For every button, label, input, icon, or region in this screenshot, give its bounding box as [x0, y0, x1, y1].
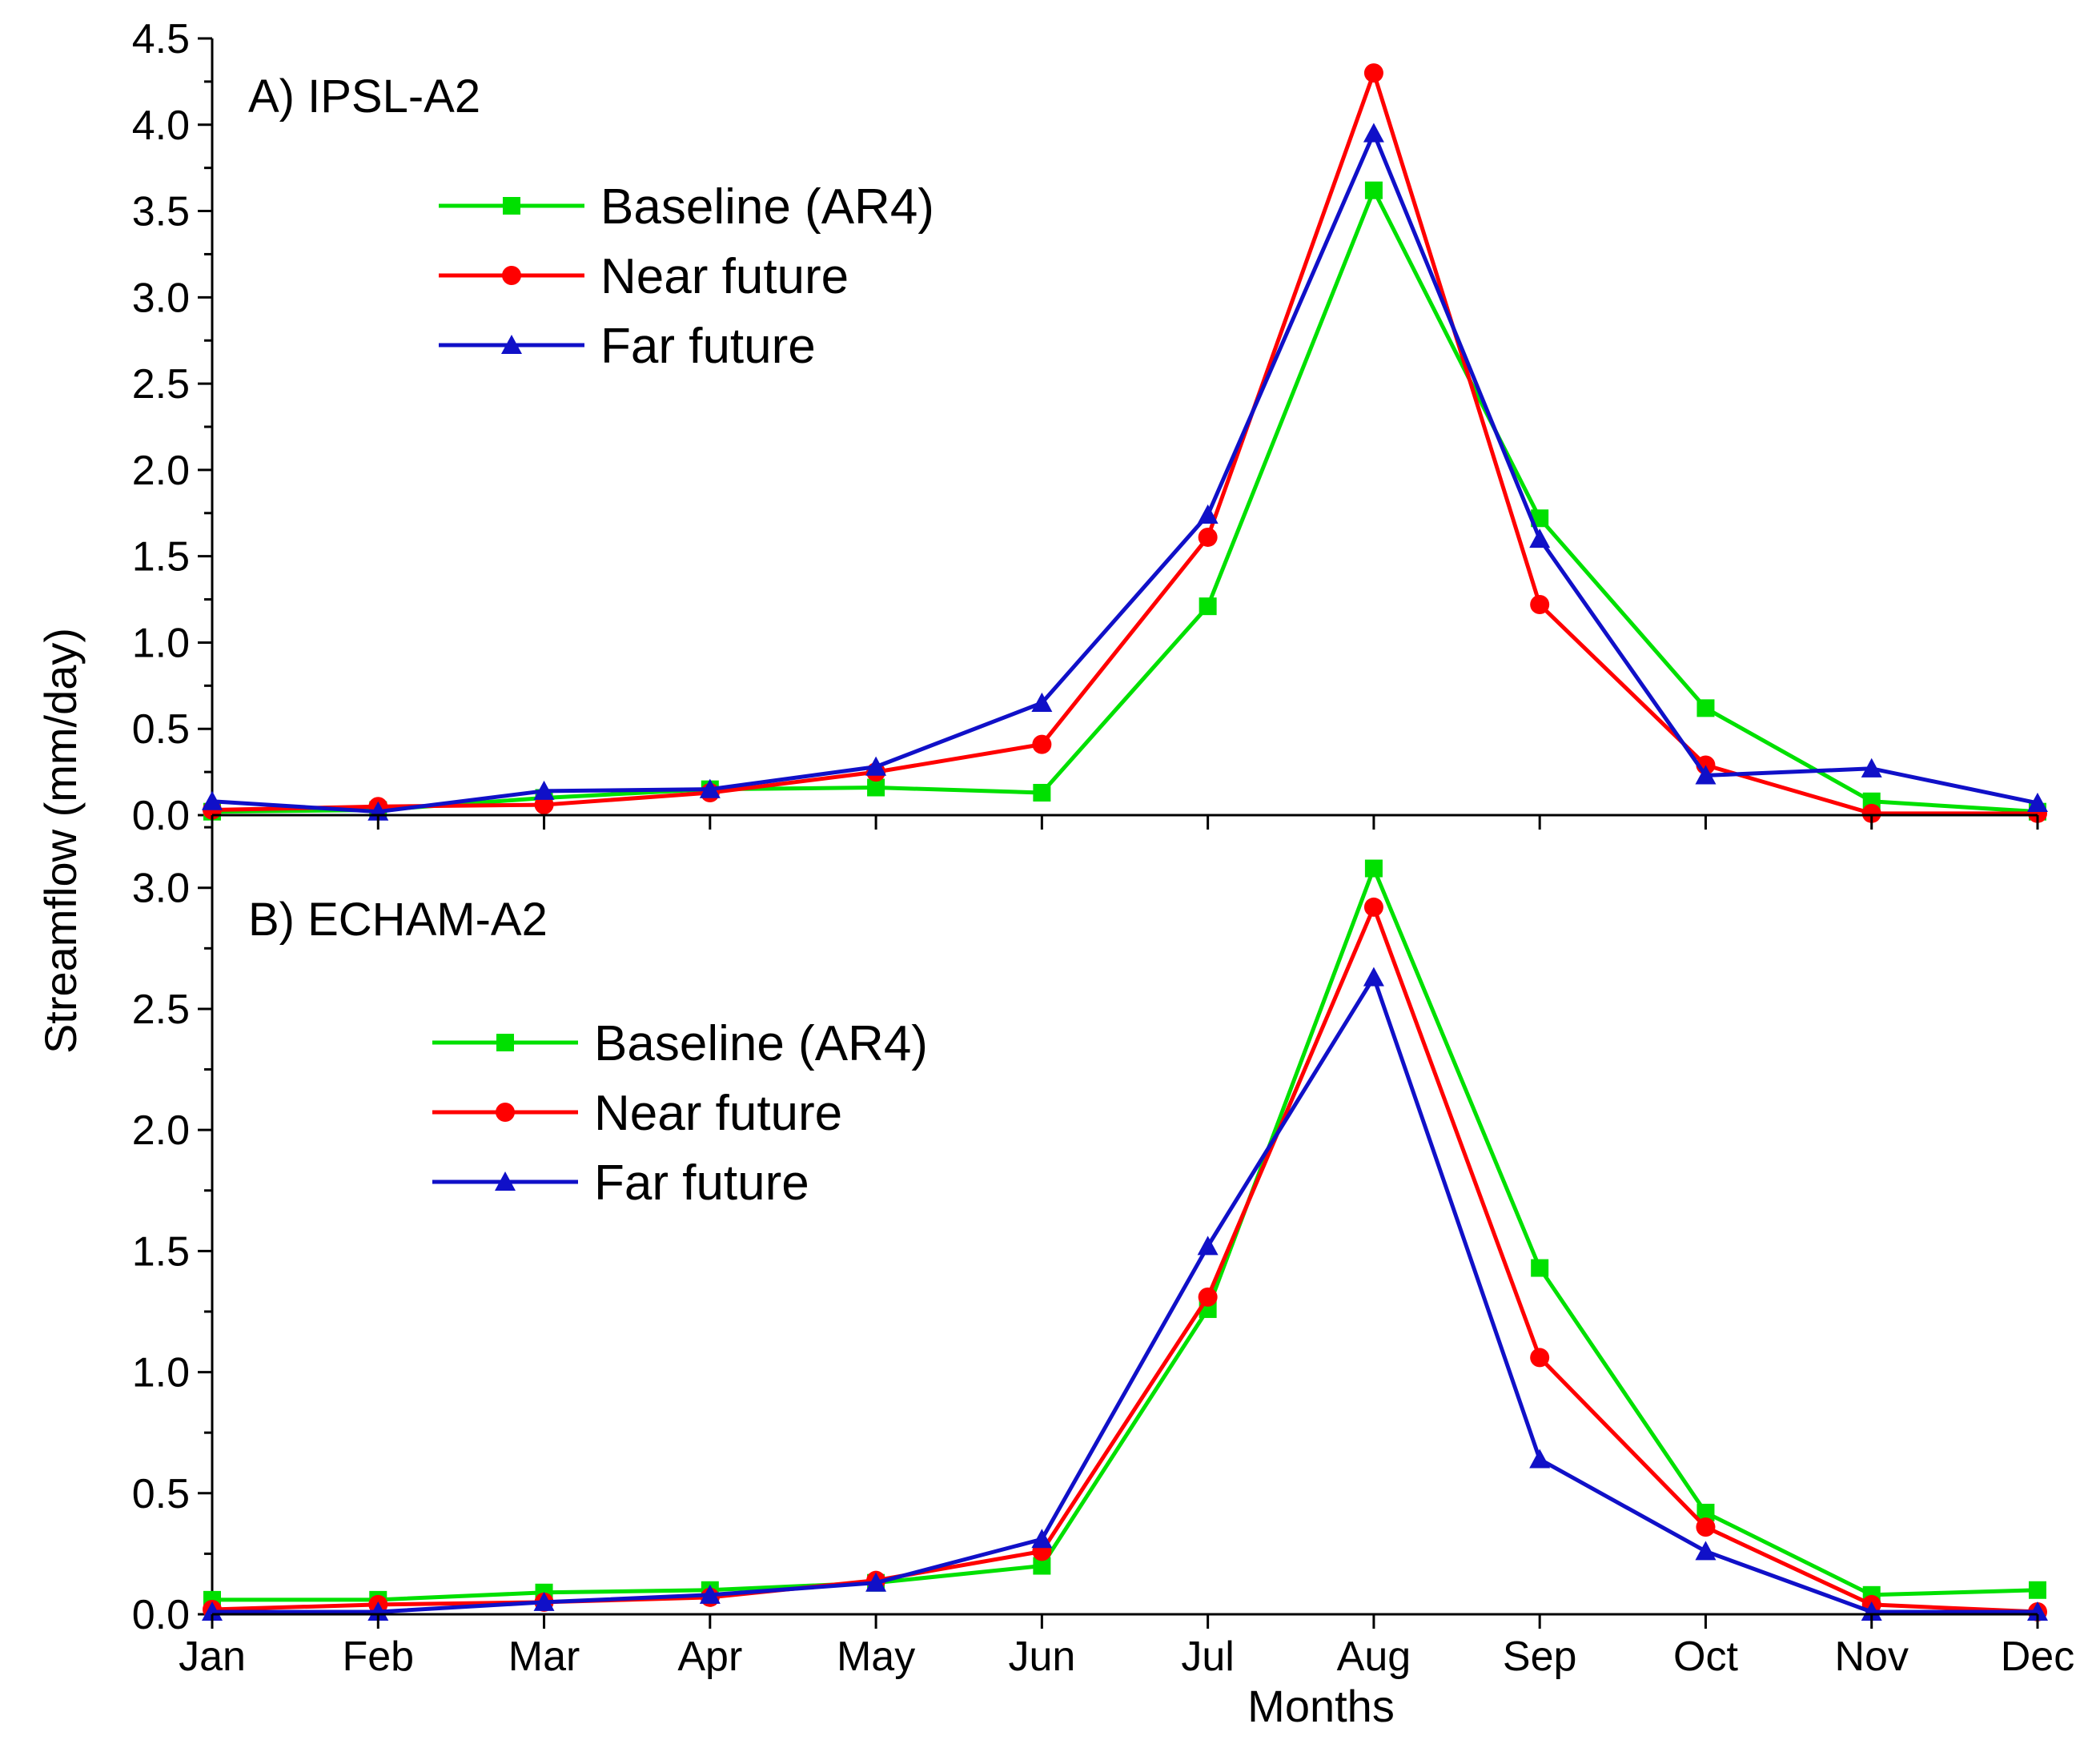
data-point [1363, 966, 1384, 987]
x-axis-title: Months [1247, 1681, 1395, 1731]
data-point [1033, 1557, 1051, 1575]
legend-marker [496, 1103, 515, 1122]
y-tick-label: 1.0 [132, 620, 190, 666]
x-tick-label: Apr [677, 1633, 742, 1680]
series-line-baseline-ar4 [212, 866, 2038, 1602]
y-tick-label: 2.5 [132, 987, 190, 1033]
y-tick-label: 0.5 [132, 706, 190, 753]
x-tick-label: Feb [342, 1633, 414, 1680]
data-point [2027, 1601, 2048, 1621]
data-point [1198, 1287, 1218, 1307]
legend-marker [501, 335, 522, 355]
legend-label: Near future [600, 249, 849, 304]
y-tick-label: 0.5 [132, 1471, 190, 1517]
data-point [1197, 504, 1219, 524]
legend-label: Near future [594, 1086, 842, 1141]
data-point [1031, 1529, 1053, 1549]
y-tick-label: 1.0 [132, 1350, 190, 1396]
series-line-far-future [211, 131, 2038, 814]
x-tick-label: Jan [179, 1633, 246, 1680]
legend-label: Baseline (AR4) [594, 1016, 928, 1071]
y-tick-label: 3.5 [132, 189, 190, 235]
y-tick-label: 0.0 [132, 793, 190, 839]
legend-label: Baseline (AR4) [600, 179, 934, 235]
y-tick-label: 1.5 [132, 534, 190, 581]
legend-label: Far future [594, 1155, 809, 1211]
x-tick-label: Sep [1503, 1633, 1577, 1680]
data-point [1861, 1601, 1882, 1621]
data-point [699, 1584, 721, 1604]
data-point [1861, 803, 1881, 823]
x-tick-label: Jul [1181, 1633, 1234, 1680]
data-point [1198, 527, 1218, 547]
data-point [2027, 792, 2048, 812]
y-tick-label: 1.5 [132, 1228, 190, 1275]
data-point [1529, 1449, 1551, 1469]
data-point [1032, 734, 1052, 754]
data-point [1031, 692, 1053, 712]
y-tick-label: 3.0 [132, 275, 190, 321]
data-point [1197, 1236, 1219, 1256]
data-point [1695, 1541, 1717, 1561]
data-point [202, 1601, 223, 1621]
data-point [1033, 783, 1051, 802]
panel-a: 0.0 0.5 1.0 1.5 2.0 2.5 3.0 3.5 4.0 4.5 A) IPSL-A2… [132, 16, 2048, 839]
data-point [1363, 897, 1383, 917]
x-tick-label: Nov [1834, 1633, 1908, 1680]
panel-title: B) ECHAM-A2 [248, 894, 548, 946]
y-tick-label: 2.5 [132, 361, 190, 408]
data-point [1530, 595, 1550, 615]
data-point [865, 756, 887, 776]
data-point [1696, 1517, 1716, 1537]
x-tick-label: Mar [508, 1633, 580, 1680]
y-tick-label: 4.0 [132, 102, 190, 149]
panel-title: A) IPSL-A2 [248, 70, 480, 123]
data-point [699, 778, 721, 798]
data-point [1696, 1503, 1715, 1521]
series-line-baseline-ar4 [211, 188, 2038, 814]
panel-b: 0.0 0.5 1.0 1.5 2.0 2.5 3.0 B) ECHAM-A2 Baseline… [132, 815, 2048, 1638]
data-point [1363, 63, 1383, 83]
data-point [1531, 1259, 1549, 1277]
y-tick-label: 4.5 [132, 16, 190, 62]
series-line-far-future [212, 975, 2038, 1614]
data-point [2029, 1581, 2046, 1599]
data-point [533, 780, 555, 800]
data-point [1531, 509, 1549, 528]
legend-marker [502, 266, 521, 285]
y-tick-label: 3.0 [132, 866, 190, 912]
y-tick-label: 2.0 [132, 448, 190, 494]
x-tick-label: Oct [1673, 1633, 1738, 1680]
x-tick-label: Aug [1337, 1633, 1411, 1680]
data-point [533, 1591, 555, 1611]
y-tick-label: 0.0 [132, 1592, 190, 1638]
data-point [1364, 181, 1383, 199]
legend-label: Far future [600, 319, 816, 374]
series-line-near-future [211, 905, 2038, 1614]
data-point [202, 790, 223, 810]
data-point [1861, 757, 1882, 778]
data-point [367, 1601, 389, 1621]
x-tick-label: Jun [1008, 1633, 1075, 1680]
data-point [1530, 1348, 1550, 1368]
data-point [1529, 528, 1551, 549]
data-point [1199, 597, 1217, 616]
y-tick-label: 2.0 [132, 1107, 190, 1154]
x-tick-label: May [837, 1633, 915, 1680]
data-point [1696, 699, 1715, 717]
data-point [865, 1572, 887, 1592]
y-axis-title: Streamflow (mm/day) [35, 628, 86, 1054]
data-point [1695, 765, 1717, 785]
legend-marker [496, 1034, 514, 1051]
legend-marker [495, 1171, 516, 1191]
data-point [867, 778, 885, 797]
x-tick-label: Dec [2001, 1633, 2074, 1680]
data-point [1364, 859, 1383, 878]
legend-marker [503, 197, 520, 215]
data-point [534, 795, 554, 815]
data-point [1363, 123, 1384, 143]
